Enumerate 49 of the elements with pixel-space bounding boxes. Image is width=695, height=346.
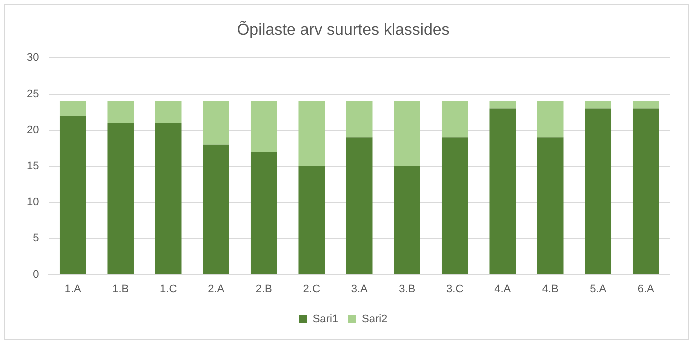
y-tick-label: 20	[26, 124, 40, 136]
bar	[490, 102, 516, 109]
bar	[155, 102, 182, 124]
bar	[108, 102, 134, 124]
bar	[490, 108, 516, 274]
y-tick-label: 0	[33, 268, 40, 281]
bar	[346, 138, 373, 274]
bar	[250, 102, 278, 152]
x-tick-label: 3.A	[351, 283, 369, 296]
x-tick-label: 3.C	[446, 283, 464, 296]
y-tick-label: 10	[26, 196, 40, 209]
bar	[394, 102, 420, 166]
y-tick-label: 25	[26, 88, 40, 100]
x-tick-label: 3.B	[399, 283, 416, 296]
bar	[537, 102, 564, 138]
x-tick-label: 1.C	[160, 283, 178, 296]
bar	[394, 166, 420, 274]
x-tick-label: 2.A	[208, 283, 226, 296]
bar	[108, 123, 134, 274]
chart-title: Õpilaste arv suurtes klassides	[237, 20, 450, 40]
bar	[585, 102, 612, 109]
x-tick-label: 2.B	[256, 283, 272, 296]
legend-label: Sari1	[312, 314, 339, 326]
bar	[346, 102, 373, 138]
bar	[632, 102, 660, 109]
legend-label: Sari2	[362, 314, 388, 326]
bar	[632, 108, 660, 274]
y-tick-label: 5	[33, 232, 40, 245]
bar	[298, 102, 325, 166]
x-tick-label: 4.A	[494, 283, 512, 296]
bar	[60, 116, 86, 274]
bar	[155, 123, 182, 274]
bar	[60, 102, 86, 116]
bar	[537, 138, 564, 274]
bar	[442, 138, 468, 274]
bar	[203, 144, 230, 274]
bar	[250, 152, 278, 274]
x-tick-label: 6.A	[638, 283, 656, 296]
x-tick-label: 1.B	[112, 283, 130, 296]
x-tick-label: 2.C	[303, 283, 320, 296]
bar	[203, 102, 230, 145]
y-tick-label: 15	[26, 160, 40, 173]
bar	[585, 108, 612, 274]
x-tick-label: 4.B	[542, 283, 559, 296]
bar	[442, 102, 468, 138]
bar	[298, 166, 325, 274]
x-tick-label: 5.A	[590, 283, 608, 296]
y-tick-label: 30	[26, 52, 40, 64]
x-tick-label: 1.A	[64, 283, 82, 296]
